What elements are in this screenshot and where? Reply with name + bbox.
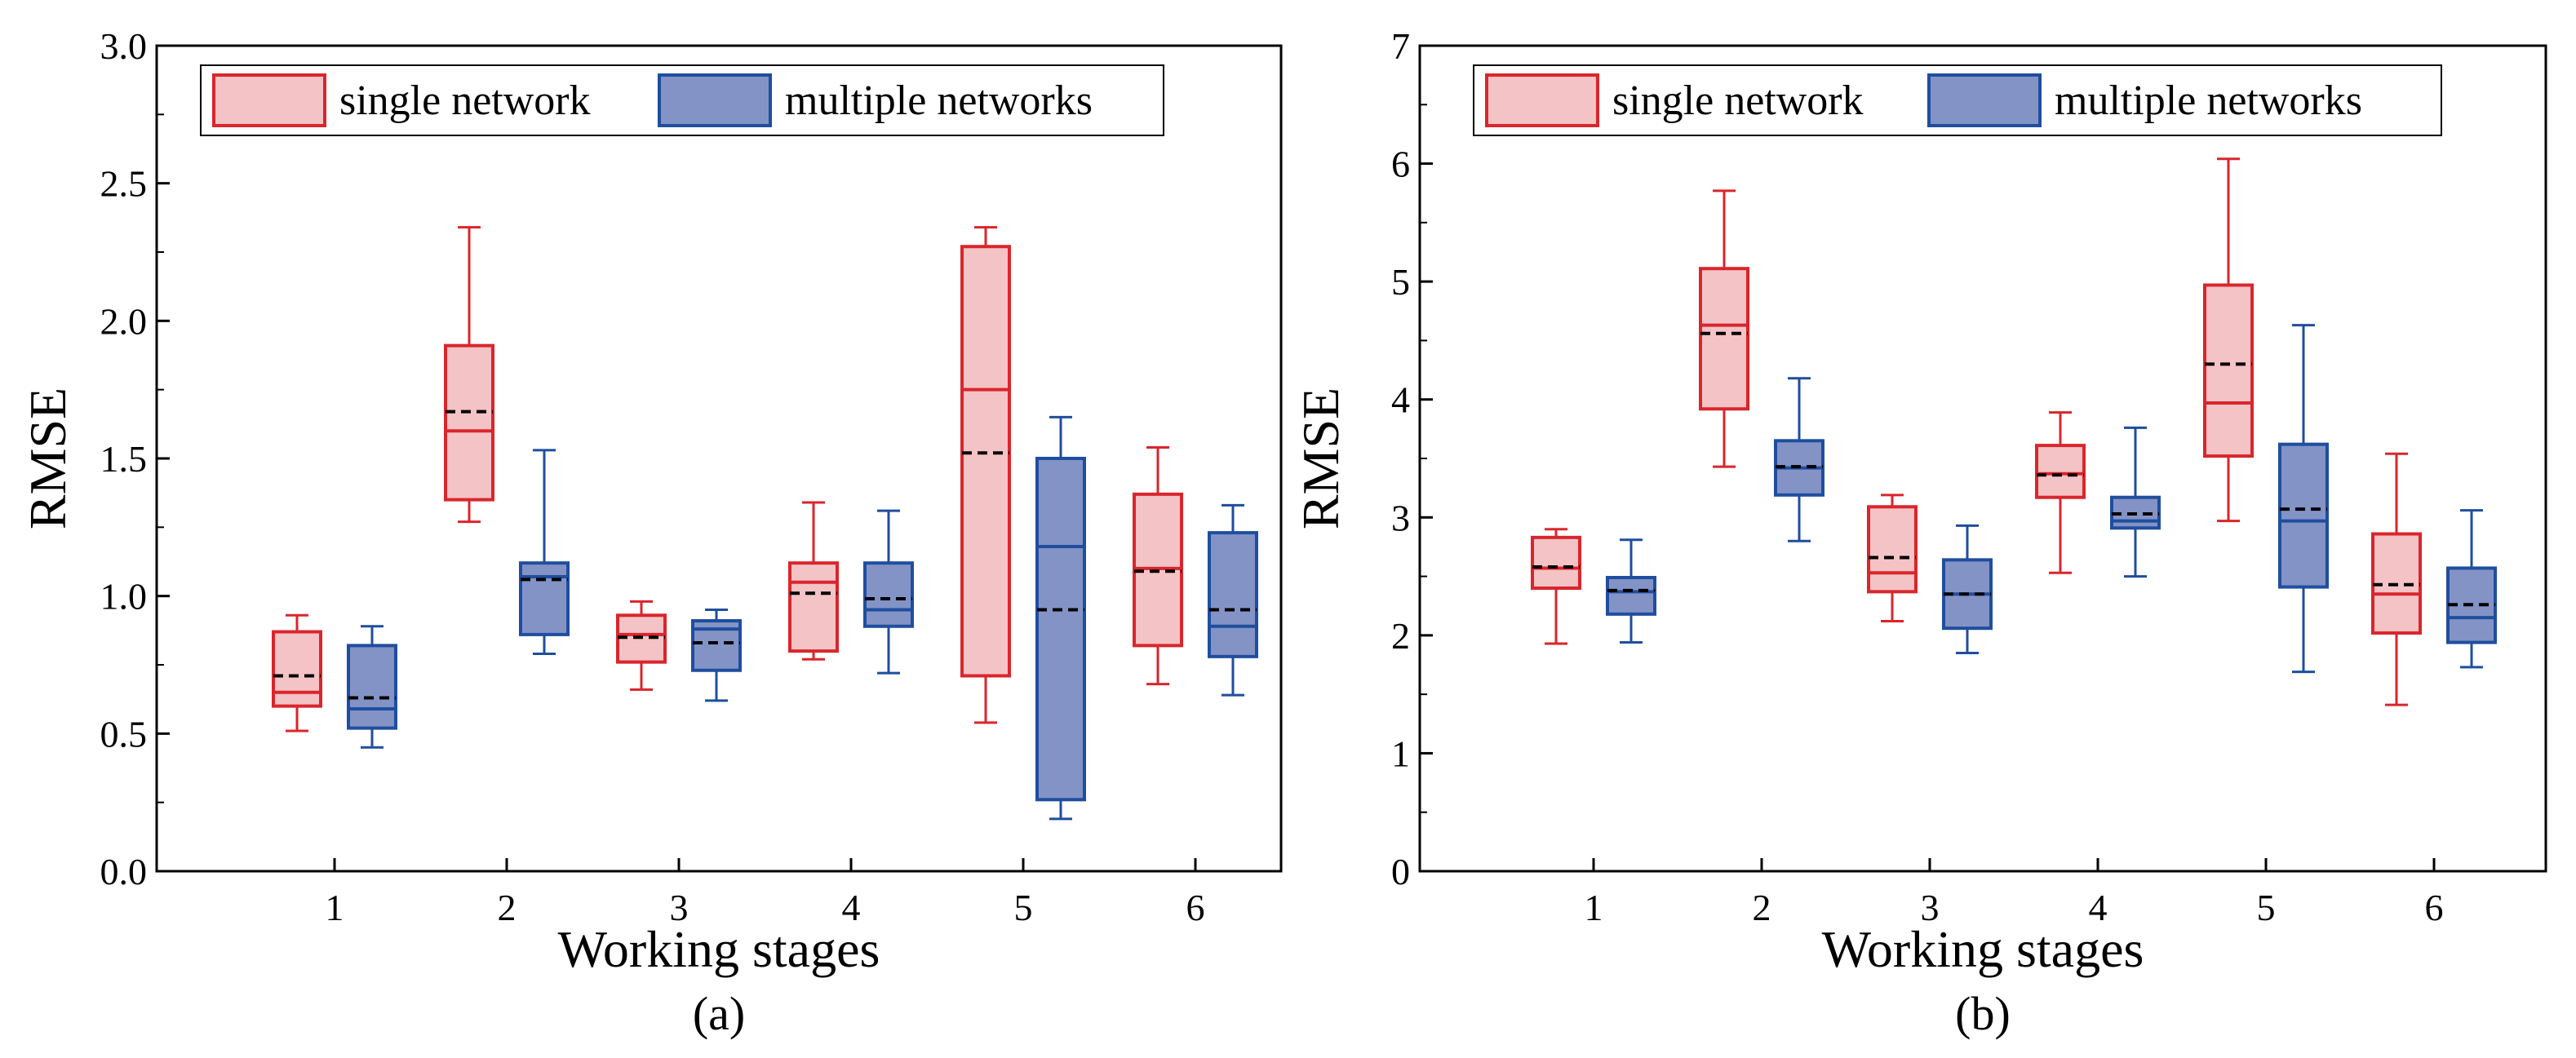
box-iqr bbox=[2278, 442, 2329, 589]
x-tick-label: 2 bbox=[1753, 887, 1771, 928]
y-tick-label: 7 bbox=[1391, 25, 1410, 67]
x-tick-label: 5 bbox=[2257, 887, 2276, 928]
box-single-stage-2 bbox=[444, 226, 494, 524]
legend-label-multiple: multiple networks bbox=[785, 77, 1093, 124]
legend-label-single: single network bbox=[339, 77, 591, 124]
x-axis-label: Working stages bbox=[558, 920, 880, 978]
plot-frame bbox=[155, 44, 1283, 873]
box-multiple-stage-5 bbox=[2278, 324, 2329, 674]
box-multiple-stage-6 bbox=[2446, 509, 2497, 669]
x-tick-label: 6 bbox=[2425, 887, 2444, 928]
legend: single network multiple networks bbox=[200, 64, 1164, 136]
box-iqr bbox=[960, 245, 1011, 678]
x-tick-label: 1 bbox=[1585, 887, 1603, 928]
y-tick-label: 1.5 bbox=[100, 438, 148, 480]
box-single-stage-4 bbox=[2035, 411, 2086, 574]
y-tick-label: 0.0 bbox=[100, 851, 148, 892]
y-tick-label: 3 bbox=[1391, 497, 1410, 538]
box-iqr bbox=[863, 561, 914, 628]
legend-label-multiple: multiple networks bbox=[2055, 77, 2362, 124]
x-tick-label: 3 bbox=[1921, 887, 1940, 928]
box-single-stage-3 bbox=[1867, 494, 1918, 623]
box-multiple-stage-3 bbox=[1942, 524, 1993, 655]
box-iqr bbox=[1699, 267, 1749, 411]
box-single-stage-6 bbox=[2371, 452, 2422, 706]
box-iqr bbox=[1208, 531, 1258, 658]
box-multiple-stage-6 bbox=[1208, 503, 1258, 697]
panel-caption: (b) bbox=[1955, 987, 2011, 1040]
box-multiple-stage-4 bbox=[2110, 426, 2161, 578]
box-iqr bbox=[1867, 505, 1918, 594]
box-multiple-stage-3 bbox=[691, 609, 742, 702]
box-single-stage-1 bbox=[1531, 528, 1581, 645]
box-iqr bbox=[2035, 444, 2086, 499]
y-tick-label: 6 bbox=[1391, 144, 1410, 185]
box-multiple-stage-1 bbox=[1606, 538, 1656, 644]
x-axis-label: Working stages bbox=[1822, 920, 2144, 978]
legend-label-single: single network bbox=[1612, 77, 1864, 124]
box-iqr bbox=[519, 561, 570, 636]
y-tick-label: 5 bbox=[1391, 261, 1410, 303]
legend-swatch-multiple bbox=[658, 73, 772, 127]
box-iqr bbox=[347, 644, 397, 730]
box-iqr bbox=[1035, 457, 1086, 802]
y-tick-label: 2.5 bbox=[100, 163, 148, 205]
box-iqr bbox=[2203, 283, 2254, 458]
chart-panel-b: 0 1 2 3 4 5 6 7 1 2 3 4 5 6 single network multiple n… bbox=[1292, 25, 2547, 1040]
y-axis-label: RMSE bbox=[1292, 387, 1350, 529]
x-tick-label: 1 bbox=[326, 887, 344, 928]
y-tick-label: 1.0 bbox=[100, 576, 148, 618]
box-single-stage-6 bbox=[1133, 446, 1183, 686]
plot-frame bbox=[1418, 44, 2547, 873]
box-multiple-stage-4 bbox=[863, 509, 914, 675]
legend-swatch-single bbox=[212, 73, 326, 127]
box-iqr bbox=[1531, 535, 1581, 591]
legend-swatch-multiple bbox=[1927, 73, 2042, 127]
box-single-stage-2 bbox=[1699, 189, 1749, 468]
y-tick-label: 1 bbox=[1391, 733, 1410, 774]
x-tick-label: 4 bbox=[2089, 887, 2108, 928]
box-iqr bbox=[272, 630, 322, 708]
legend: single network multiple networks bbox=[1473, 64, 2442, 136]
x-tick-label: 5 bbox=[1014, 887, 1033, 928]
box-iqr bbox=[788, 561, 839, 653]
x-tick-label: 6 bbox=[1186, 887, 1205, 928]
y-tick-label: 3.0 bbox=[100, 25, 148, 67]
box-iqr bbox=[444, 343, 494, 502]
panel-caption: (a) bbox=[693, 987, 745, 1040]
legend-swatch-single bbox=[1485, 73, 1599, 127]
x-tick-label: 2 bbox=[498, 887, 517, 928]
box-multiple-stage-2 bbox=[519, 449, 570, 656]
x-tick-label: 4 bbox=[842, 887, 861, 928]
chart-panel-a: 0.0 0.5 1.0 1.5 2.0 2.5 3.0 1 2 3 4 5 6 single netwo… bbox=[19, 25, 1283, 1040]
box-single-stage-4 bbox=[788, 501, 839, 661]
y-tick-label: 4 bbox=[1391, 379, 1410, 421]
box-multiple-stage-2 bbox=[1774, 377, 1824, 542]
box-single-stage-5 bbox=[960, 226, 1011, 724]
box-single-stage-1 bbox=[272, 613, 322, 733]
box-multiple-stage-1 bbox=[347, 625, 397, 749]
y-tick-label: 0.5 bbox=[100, 713, 148, 755]
box-single-stage-5 bbox=[2203, 157, 2254, 523]
box-multiple-stage-5 bbox=[1035, 415, 1086, 821]
box-iqr bbox=[1606, 576, 1656, 616]
y-tick-label: 2.0 bbox=[100, 300, 148, 342]
box-single-stage-3 bbox=[616, 600, 667, 691]
y-tick-label: 0 bbox=[1391, 851, 1410, 892]
x-tick-label: 3 bbox=[670, 887, 689, 928]
y-axis-label: RMSE bbox=[19, 387, 77, 529]
y-tick-label: 2 bbox=[1391, 615, 1410, 657]
